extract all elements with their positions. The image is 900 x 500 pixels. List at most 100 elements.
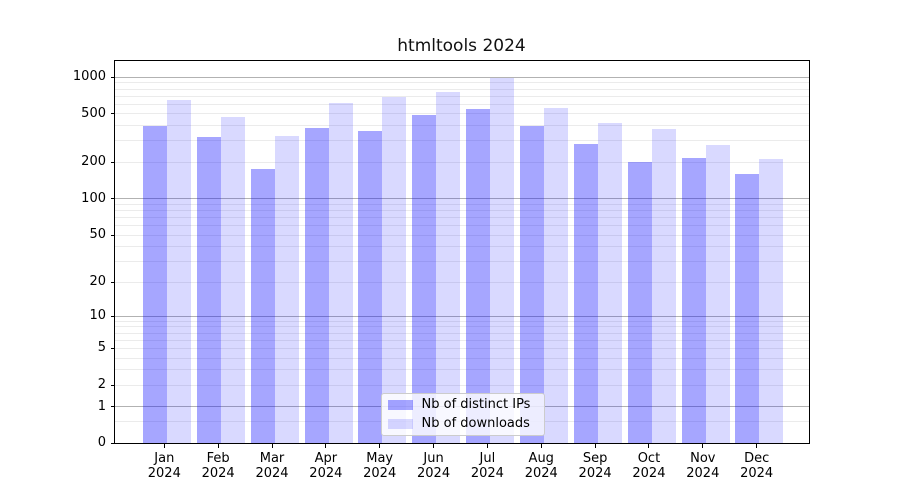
y-tick [110,406,115,408]
x-tick [433,444,435,449]
gridline-minor [114,209,809,211]
bar-distinct-ips [735,174,760,444]
x-tick-label: Sep 2024 [578,451,612,481]
legend-swatch-distinct-ips [387,399,413,410]
legend-label: Nb of downloads [421,415,530,431]
bar-distinct-ips [519,125,544,444]
bar-downloads [705,144,730,444]
bar-distinct-ips [466,108,491,444]
gridline-minor [114,113,809,115]
x-tick [648,444,650,449]
gridline-minor [114,281,809,283]
x-tick [163,444,165,449]
gridline-minor [114,384,809,386]
bar-downloads [651,129,676,444]
gridline-minor [114,140,809,142]
y-tick [110,234,115,236]
gridline-minor [114,125,809,127]
y-tick-label: 10 [89,308,106,324]
x-tick [486,444,488,449]
bar-downloads [382,96,407,444]
y-tick-label: 2 [97,377,106,393]
gridline-minor [114,82,809,84]
bar-downloads [543,108,568,444]
gridline-minor [114,260,809,262]
y-tick-label: 0 [97,435,106,451]
bar-distinct-ips [250,169,275,444]
bar-distinct-ips [573,144,598,444]
chart-title: htmltools 2024 [397,36,526,56]
x-tick [325,444,327,449]
bar-downloads [328,102,353,444]
x-tick-label: Jul 2024 [470,451,504,481]
x-tick [217,444,219,449]
bar-downloads [167,100,191,444]
y-tick [110,113,115,115]
bar-downloads [490,78,515,444]
bar-downloads [220,116,245,444]
gridline-minor [114,332,809,334]
bar-distinct-ips [358,130,383,444]
gridline-minor [114,234,809,236]
x-tick [756,444,758,449]
y-tick-label: 20 [89,274,106,289]
x-tick-label: Aug 2024 [524,451,558,481]
plot-area [113,59,810,445]
y-tick [110,281,115,283]
bar-distinct-ips [627,161,652,444]
x-tick-label: May 2024 [363,451,397,481]
gridline-minor [114,88,809,90]
y-tick [110,161,115,163]
bar-downloads [759,158,784,444]
x-tick [702,444,704,449]
x-tick-label: Dec 2024 [740,451,774,481]
x-tick-label: Nov 2024 [686,451,720,481]
gridline-major [114,76,809,78]
x-tick [271,444,273,449]
x-tick-label: Apr 2024 [309,451,343,481]
x-tick [540,444,542,449]
legend-row: Nb of downloads [387,415,544,431]
bar-distinct-ips [412,115,437,444]
gridline-minor [114,357,809,359]
x-tick-label: Oct 2024 [632,451,666,481]
bar-distinct-ips [304,127,329,444]
y-tick-label: 50 [89,227,106,242]
legend: Nb of distinct IPs Nb of downloads [380,392,545,436]
y-tick-label: 200 [81,154,106,170]
x-tick-label: Jun 2024 [417,451,451,481]
y-tick [110,442,115,444]
gridline-minor [114,95,809,97]
gridline-minor [114,161,809,163]
bar-downloads [436,91,461,444]
bar-distinct-ips [143,126,167,444]
y-tick [110,384,115,386]
x-tick-label: Jan 2024 [147,451,181,481]
x-tick-label: Feb 2024 [201,451,235,481]
x-tick [594,444,596,449]
x-tick-label: Mar 2024 [255,451,289,481]
gridline-minor [114,326,809,328]
bar-distinct-ips [681,157,706,444]
y-tick [110,315,115,317]
gridline-minor [114,103,809,105]
legend-label: Nb of distinct IPs [421,396,531,412]
bar-downloads [274,135,299,444]
y-tick-label: 100 [81,190,106,206]
gridline-minor [114,246,809,248]
legend-swatch-downloads [387,418,413,429]
gridline-minor [114,339,809,341]
y-tick-label: 5 [97,340,106,356]
x-tick [379,444,381,449]
bar-distinct-ips [196,136,221,444]
gridline-minor [114,369,809,371]
legend-row: Nb of distinct IPs [387,396,544,412]
gridline-major [114,315,809,317]
gridline-minor [114,216,809,218]
gridline-minor [114,225,809,227]
y-tick [110,198,115,200]
y-tick-label: 1000 [72,69,106,85]
gridline-major [114,198,809,200]
y-tick-label: 1 [97,398,106,414]
